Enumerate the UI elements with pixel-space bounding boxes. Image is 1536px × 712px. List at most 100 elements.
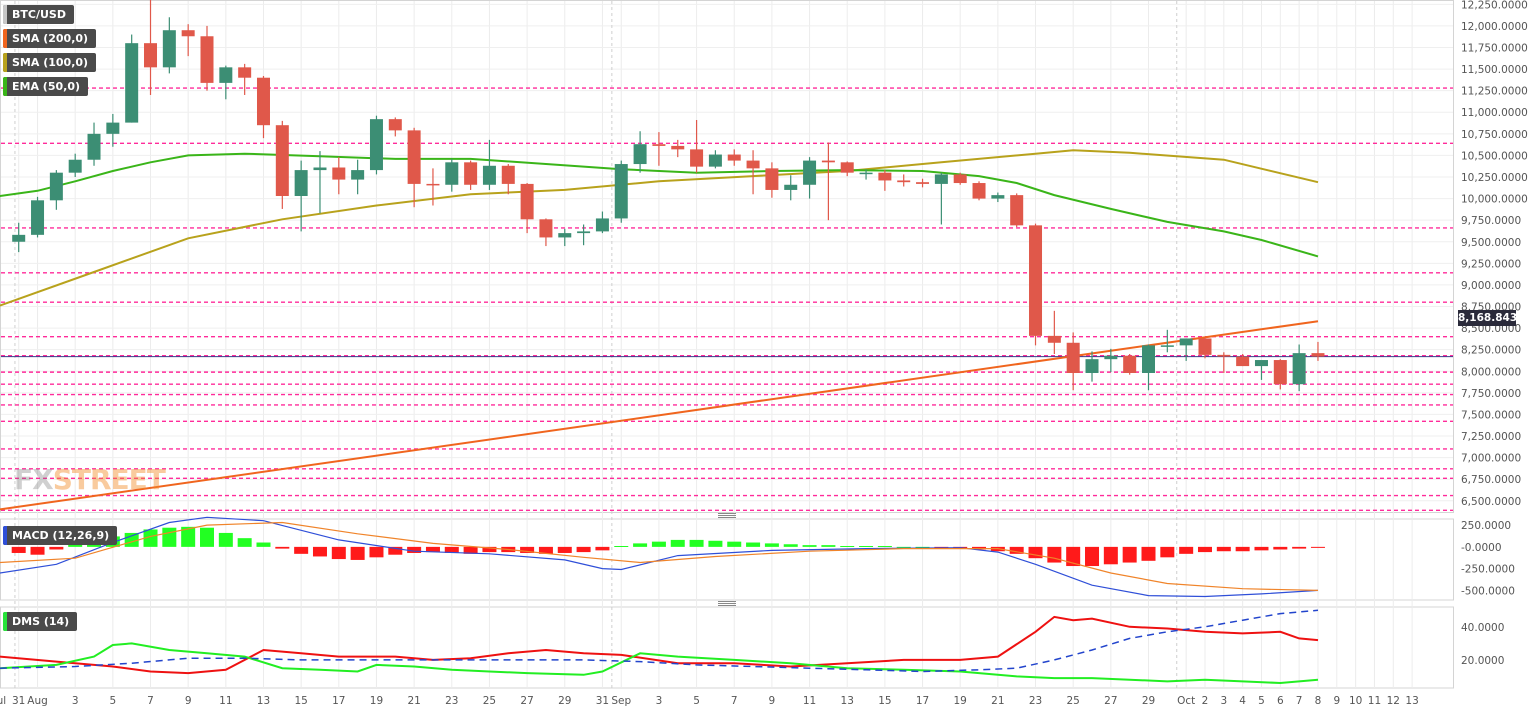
macd-histogram-bar — [1122, 546, 1137, 563]
candle-body — [1236, 356, 1250, 367]
candle-body — [859, 172, 873, 175]
ema50-legend[interactable]: EMA (50,0) — [3, 77, 88, 96]
macd-histogram-bar — [1310, 546, 1325, 548]
macd-histogram-bar — [520, 546, 535, 553]
candle-body — [1066, 342, 1080, 373]
macd-histogram-bar — [1273, 546, 1288, 550]
macd-histogram-bar — [331, 546, 346, 560]
price-tick-label: 6,750.0000 — [1461, 474, 1521, 486]
candle-body — [1198, 338, 1212, 355]
candle-body — [12, 234, 26, 242]
macd-histogram-bar — [1235, 546, 1250, 552]
candle-body — [765, 168, 779, 190]
pane-resize-handle-dms[interactable] — [718, 601, 736, 606]
macd-histogram-bar — [200, 527, 214, 547]
macd-histogram-bar — [689, 539, 704, 547]
candle-body — [238, 67, 252, 78]
candle-body — [144, 43, 158, 68]
macd-tick-label: -500.0000 — [1461, 585, 1515, 597]
macd-tick-label: -0.0000 — [1461, 542, 1502, 554]
macd-histogram-bar — [764, 543, 779, 547]
date-tick-label: 19 — [954, 695, 967, 707]
date-tick-label: 17 — [916, 695, 929, 707]
macd-histogram-bar — [388, 546, 403, 555]
macd-histogram-bar — [708, 540, 723, 547]
macd-histogram-bar — [1292, 546, 1307, 549]
macd-histogram-bar — [444, 546, 459, 553]
candle-body — [671, 145, 685, 150]
candle-body — [125, 43, 139, 123]
candle-body — [633, 144, 647, 165]
macd-histogram-bar — [595, 546, 610, 551]
macd-swatch — [3, 526, 7, 545]
candle-body — [614, 164, 628, 219]
price-tick-label: 9,250.0000 — [1461, 258, 1521, 270]
price-tick-label: 8,250.0000 — [1461, 345, 1521, 357]
dms-pane-border — [0, 606, 1454, 689]
macd-histogram-bar — [312, 546, 327, 557]
macd-histogram-bar — [30, 546, 45, 555]
date-tick-label: Sep — [611, 695, 631, 707]
macd-histogram-bar — [407, 546, 422, 553]
date-tick-label: 2 — [1202, 695, 1209, 707]
symbol-legend[interactable]: BTC/USD — [3, 5, 74, 24]
macd-histogram-bar — [840, 546, 855, 547]
date-tick-label: 12 — [1387, 695, 1400, 707]
macd-histogram-bar — [482, 546, 497, 553]
candle-body — [369, 119, 383, 171]
sma200-legend[interactable]: SMA (200,0) — [3, 29, 97, 48]
sma200-line — [0, 320, 1319, 511]
price-tick-label: 10,750.0000 — [1461, 129, 1528, 141]
pane-resize-handle-macd[interactable] — [718, 513, 736, 518]
macd-histogram-bar — [727, 541, 742, 547]
macd-histogram-bar — [425, 546, 440, 553]
macd-line — [0, 516, 1319, 598]
candle-body — [106, 122, 120, 134]
macd-histogram-bar — [1028, 546, 1043, 559]
date-tick-label: 21 — [407, 695, 420, 707]
sma100-swatch — [3, 53, 7, 72]
price-tick-label: 12,000.0000 — [1461, 21, 1528, 33]
macd-histogram-bar — [181, 526, 196, 547]
macd-histogram-bar — [538, 546, 553, 554]
candle-body — [426, 183, 440, 186]
candle-body — [332, 167, 346, 180]
macd-histogram-bar — [162, 527, 177, 547]
candle-body — [464, 162, 478, 185]
macd-histogram-bar — [256, 542, 271, 547]
candle-body — [558, 233, 572, 238]
candle-body — [520, 183, 534, 220]
symbol-label: BTC/USD — [12, 8, 66, 21]
candle-body — [690, 149, 704, 167]
date-tick-label: Oct — [1177, 695, 1195, 707]
sma100-line — [0, 149, 1319, 307]
candle-body — [68, 159, 82, 173]
candle-body — [275, 125, 289, 196]
candle-body — [916, 182, 930, 184]
candle-body — [1010, 195, 1024, 226]
current-price-badge: 8,168.8434 — [1458, 310, 1525, 326]
candle-body — [652, 144, 666, 146]
price-tick-label: 11,500.0000 — [1461, 64, 1528, 76]
macd-histogram-bar — [1103, 546, 1118, 565]
dms-legend[interactable]: DMS (14) — [3, 612, 78, 631]
sma100-legend[interactable]: SMA (100,0) — [3, 53, 97, 72]
date-tick-label: 23 — [445, 695, 458, 707]
macd-histogram-bar — [821, 545, 836, 547]
price-tick-label: 9,000.0000 — [1461, 280, 1521, 292]
candle-body — [1254, 360, 1268, 367]
macd-histogram-bar — [576, 546, 591, 553]
date-tick-label: 9 — [769, 695, 776, 707]
macd-histogram-bar — [859, 546, 874, 547]
date-tick-label: 13 — [1405, 695, 1418, 707]
date-tick-label: 7 — [147, 695, 154, 707]
macd-histogram-bar — [68, 543, 83, 547]
macd-histogram-bar — [783, 544, 798, 547]
macd-legend[interactable]: MACD (12,26,9) — [3, 526, 118, 545]
candle-body — [501, 165, 515, 184]
ema50-label: EMA (50,0) — [12, 80, 80, 93]
candle-body — [821, 160, 835, 163]
candle-body — [256, 77, 270, 126]
date-tick-label: 21 — [991, 695, 1004, 707]
